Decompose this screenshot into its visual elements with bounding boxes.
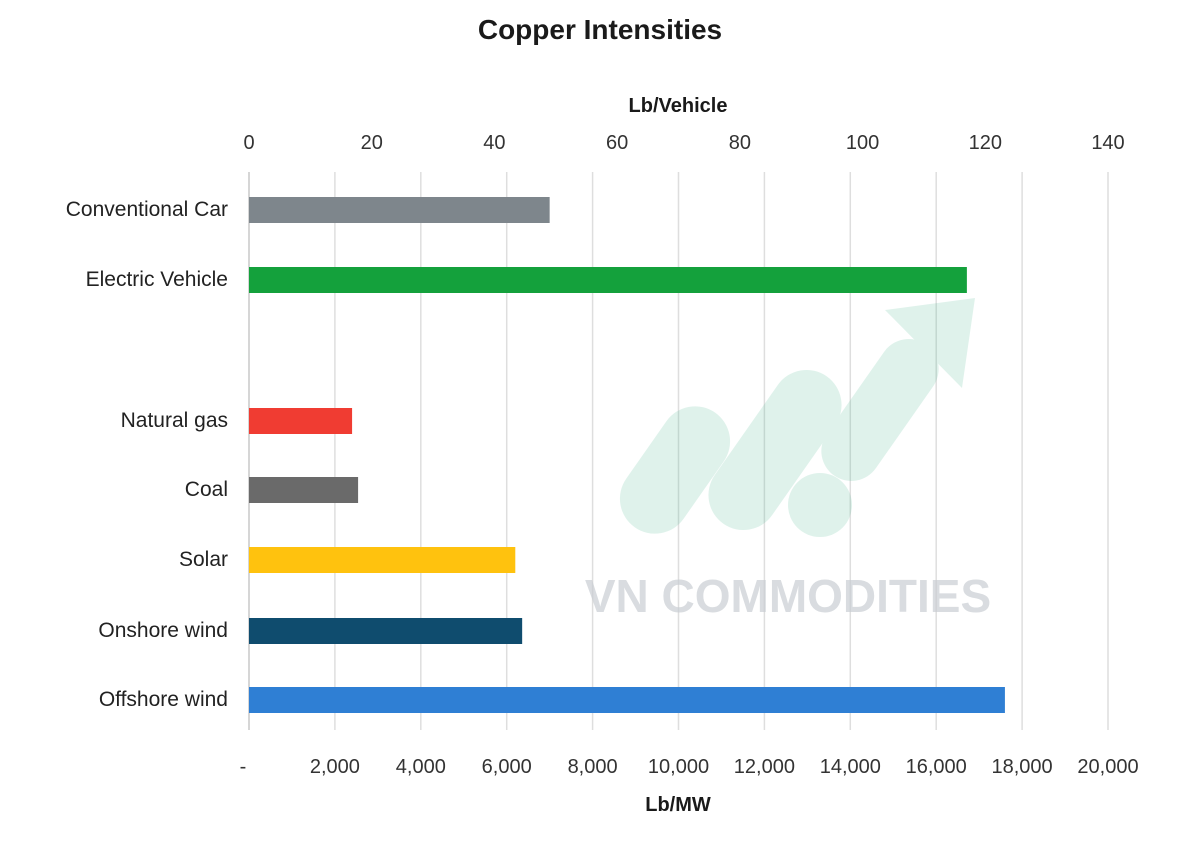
top-tick-label: 40	[483, 132, 506, 154]
bar-solar	[249, 547, 516, 573]
category-label: Coal	[184, 478, 228, 501]
bar-coal	[249, 477, 359, 503]
bar-conventional-car	[249, 197, 550, 223]
bar-natural-gas	[249, 408, 353, 434]
category-label: Offshore wind	[98, 688, 228, 711]
chart-title: Copper Intensities	[477, 14, 723, 45]
category-label: Solar	[178, 548, 228, 571]
category-label: Onshore wind	[98, 619, 228, 642]
bottom-tick-label: 12,000	[733, 756, 795, 778]
category-label: Electric Vehicle	[85, 268, 228, 291]
top-tick-label: 60	[606, 132, 629, 154]
top-tick-label: 140	[1091, 132, 1125, 154]
bottom-axis-title: Lb/MW	[645, 794, 711, 816]
bottom-tick-label: 14,000	[819, 756, 881, 778]
top-axis-title: Lb/Vehicle	[628, 95, 728, 117]
bar-offshore-wind	[249, 687, 1005, 713]
bottom-tick-label: 8,000	[567, 756, 618, 778]
category-label: Natural gas	[120, 409, 228, 432]
top-tick-label: 120	[968, 132, 1002, 154]
bottom-tick-label: 4,000	[395, 756, 446, 778]
bar-onshore-wind	[249, 618, 523, 644]
bottom-tick-label: 6,000	[481, 756, 532, 778]
bottom-tick-label: 10,000	[647, 756, 710, 778]
top-tick-label: 100	[845, 132, 880, 154]
top-tick-label: 20	[360, 132, 383, 154]
bottom-tick-label: 18,000	[991, 756, 1053, 778]
bottom-tick-label: 16,000	[905, 756, 967, 778]
bottom-tick-label: 20,000	[1077, 756, 1139, 778]
top-tick-label: 0	[243, 132, 255, 154]
bottom-tick-label: -	[239, 756, 247, 778]
category-label: Conventional Car	[65, 198, 228, 221]
bar-electric-vehicle	[249, 267, 967, 293]
top-tick-label: 80	[728, 132, 751, 154]
bottom-tick-label: 2,000	[309, 756, 360, 778]
